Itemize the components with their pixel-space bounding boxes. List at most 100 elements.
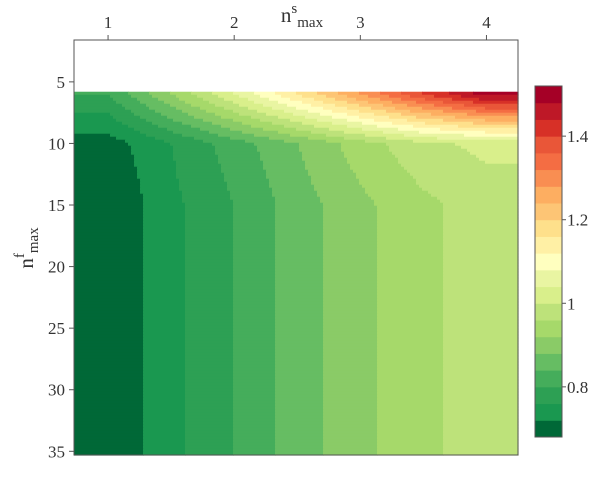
y-tick-label: 30 [48, 381, 65, 400]
contour-band-segment [233, 265, 276, 270]
contour-band-segment [398, 160, 486, 165]
contour-band-segment [185, 439, 234, 444]
contour-band-segment [185, 376, 234, 381]
contour-band-segment [299, 142, 342, 147]
contour-band-segment [143, 448, 186, 453]
contour-band-segment [143, 304, 186, 309]
contour-band-segment [233, 397, 276, 402]
contour-band-segment [233, 313, 276, 318]
contour-band-segment [377, 421, 444, 426]
contour-band-segment [233, 205, 276, 210]
contour-band-segment [275, 277, 324, 282]
contour-band-segment [233, 412, 276, 417]
contour-band-segment [185, 283, 234, 288]
contour-band-segment [131, 151, 174, 156]
contour-band-segment [143, 328, 186, 333]
contour-band-segment [275, 412, 324, 417]
contour-band-segment [332, 121, 363, 126]
contour-band-segment [143, 349, 186, 354]
contour-band-segment [143, 376, 186, 381]
colorbar-band [535, 420, 562, 438]
contour-band-segment [377, 415, 444, 420]
colorbar-band [535, 286, 562, 304]
contour-band-segment [173, 148, 216, 153]
contour-band-segment [233, 319, 276, 324]
contour-band-segment [377, 370, 444, 375]
contour-band-segment [233, 283, 276, 288]
contour-band-segment [275, 358, 324, 363]
contour-band-segment [443, 382, 519, 387]
contour-band-segment [323, 382, 378, 387]
contour-band-segment [275, 283, 324, 288]
contour-band-segment [185, 202, 234, 207]
contour-band-segment [443, 259, 519, 264]
contour-band-segment [365, 133, 405, 138]
contour-band-segment [377, 388, 444, 393]
contour-band-segment [398, 157, 480, 162]
contour-band-segment [233, 436, 276, 441]
contour-band-segment [323, 226, 378, 231]
contour-band-segment [443, 271, 519, 276]
contour-band-segment [182, 121, 213, 126]
contour-band-segment [443, 451, 519, 456]
contour-band-segment [206, 109, 234, 114]
contour-band-segment [275, 232, 324, 237]
contour-band-segment [224, 172, 267, 177]
contour-band-segment [323, 334, 378, 339]
contour-band-segment [215, 112, 240, 117]
contour-band-segment [143, 445, 186, 450]
contour-band-segment [377, 391, 444, 396]
contour-band-segment [143, 235, 186, 240]
contour-band-segment [275, 406, 324, 411]
contour-band-segment [443, 367, 519, 372]
contour-band-segment [374, 202, 444, 207]
contour-band-segment [74, 355, 144, 360]
contour-band-segment [275, 238, 324, 243]
contour-band-segment [266, 172, 309, 177]
contour-band-segment [185, 313, 234, 318]
contour-band-segment [368, 94, 390, 99]
contour-band-segment [344, 154, 396, 159]
contour-band-segment [377, 262, 444, 267]
contour-band-segment [185, 361, 234, 366]
contour-band-segment [275, 394, 324, 399]
contour-band-segment [233, 334, 276, 339]
contour-band-segment [275, 331, 324, 336]
contour-band-segment [197, 94, 219, 99]
contour-band-segment [275, 286, 324, 291]
contour-band-segment [452, 97, 480, 102]
contour-band-segment [275, 337, 324, 342]
contour-band-segment [323, 370, 378, 375]
contour-band-segment [74, 289, 144, 294]
contour-band-segment [185, 433, 234, 438]
contour-band-segment [386, 136, 438, 141]
contour-band-segment [233, 307, 276, 312]
contour-band-segment [323, 298, 378, 303]
contour-band-segment [263, 163, 306, 168]
contour-band-segment [323, 310, 378, 315]
contour-band-segment [371, 106, 396, 111]
contour-band-segment [185, 307, 234, 312]
contour-band-segment [341, 148, 390, 153]
contour-band-segment [143, 331, 186, 336]
x-tick-label: 1 [104, 13, 113, 32]
contour-band-segment [359, 91, 381, 96]
contour-band-segment [383, 130, 420, 135]
contour-band-segment [143, 301, 186, 306]
contour-band-segment [443, 445, 519, 450]
contour-band-segment [275, 442, 324, 447]
contour-band-segment [407, 103, 435, 108]
contour-band-segment [146, 133, 183, 138]
contour-band-segment [185, 358, 234, 363]
contour-band-segment [323, 238, 378, 243]
contour-band-segment [377, 451, 444, 456]
contour-band-segment [311, 175, 357, 180]
contour-band-segment [233, 373, 276, 378]
contour-band-segment [377, 298, 444, 303]
contour-band-segment [290, 97, 315, 102]
contour-band-segment [203, 139, 246, 144]
y-tick-label: 15 [48, 196, 65, 215]
contour-band-segment [323, 301, 378, 306]
contour-band-segment [233, 364, 276, 369]
contour-band-segment [437, 136, 519, 141]
